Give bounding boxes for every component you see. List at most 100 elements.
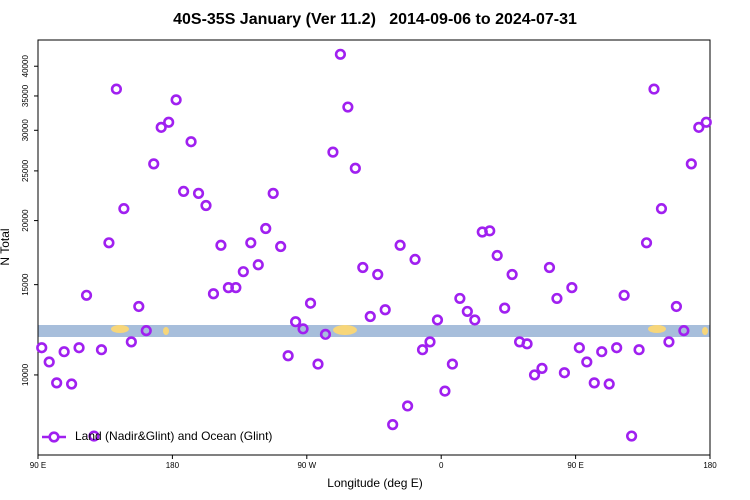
point xyxy=(200,199,212,212)
y-tick-label: 40000 xyxy=(21,55,30,78)
point xyxy=(521,338,533,350)
point xyxy=(73,342,85,354)
x-tick-label: 90 E xyxy=(567,461,583,470)
point xyxy=(685,158,697,170)
point xyxy=(267,187,279,199)
point xyxy=(170,94,182,106)
point xyxy=(260,222,272,235)
point xyxy=(342,101,354,113)
chart-title: 40S-35S January (Ver 11.2) 2014-09-06 to… xyxy=(173,11,577,28)
x-tick-label: 180 xyxy=(166,461,180,470)
point xyxy=(230,282,242,294)
point xyxy=(334,48,347,60)
point xyxy=(282,350,294,362)
point xyxy=(416,344,429,356)
point xyxy=(65,378,78,390)
point xyxy=(506,268,518,281)
point xyxy=(237,266,249,278)
y-tick-label: 35000 xyxy=(21,84,30,107)
point xyxy=(484,225,496,237)
point xyxy=(125,336,137,348)
point xyxy=(446,358,459,370)
point xyxy=(454,292,466,305)
point xyxy=(461,305,473,318)
point xyxy=(357,261,369,274)
point xyxy=(491,249,503,262)
point xyxy=(304,297,317,309)
point xyxy=(618,289,630,301)
point xyxy=(140,325,152,337)
point xyxy=(155,121,167,133)
point xyxy=(439,385,451,397)
point xyxy=(670,300,683,313)
point xyxy=(469,314,481,326)
point xyxy=(551,292,563,305)
point xyxy=(133,300,145,313)
y-tick-label: 10000 xyxy=(21,363,30,386)
point xyxy=(372,268,384,281)
point xyxy=(573,342,585,354)
x-tick-label: 90 W xyxy=(297,461,316,470)
point xyxy=(633,344,645,356)
point xyxy=(678,325,690,337)
point xyxy=(312,358,324,370)
ocean-band xyxy=(38,325,710,337)
point xyxy=(178,185,190,198)
point xyxy=(252,259,264,271)
point xyxy=(290,316,302,328)
point xyxy=(394,239,406,251)
point xyxy=(536,362,548,374)
point xyxy=(88,430,100,442)
legend-marker xyxy=(48,431,60,443)
point xyxy=(402,400,414,412)
point xyxy=(58,346,70,358)
point xyxy=(655,203,668,215)
point xyxy=(603,378,615,390)
y-tick-label: 25000 xyxy=(21,159,30,182)
point xyxy=(36,342,48,354)
point xyxy=(148,158,160,170)
point xyxy=(43,356,55,368)
legend-label: Land (Nadir&Glint) and Ocean (Glint) xyxy=(75,429,272,443)
point xyxy=(648,83,660,95)
point xyxy=(596,346,608,358)
point xyxy=(431,314,444,326)
point xyxy=(409,253,421,266)
point xyxy=(543,261,556,274)
point xyxy=(625,430,638,442)
point xyxy=(207,288,220,300)
point xyxy=(611,342,623,354)
y-axis-label: N Total xyxy=(0,228,12,265)
point xyxy=(297,323,309,335)
point xyxy=(192,187,205,199)
point xyxy=(640,237,653,249)
point xyxy=(581,356,593,368)
point xyxy=(319,328,332,340)
point xyxy=(245,237,257,249)
point xyxy=(528,369,541,381)
point xyxy=(663,336,675,348)
point xyxy=(185,136,197,148)
point xyxy=(215,239,227,251)
x-tick-label: 0 xyxy=(439,461,444,470)
point xyxy=(103,237,115,249)
plot-frame xyxy=(37,39,711,456)
point xyxy=(499,302,511,314)
land-blobs xyxy=(111,325,708,335)
x-axis-label: Longitude (deg E) xyxy=(327,476,422,490)
point xyxy=(364,310,376,323)
point xyxy=(327,146,339,158)
point xyxy=(95,344,108,356)
point xyxy=(118,203,130,215)
point xyxy=(379,304,391,316)
point xyxy=(588,377,600,389)
y-tick-label: 15000 xyxy=(21,273,30,296)
point xyxy=(558,367,571,379)
point xyxy=(700,116,712,128)
point xyxy=(566,282,578,294)
point xyxy=(163,116,175,128)
point xyxy=(275,240,287,253)
y-tick-label: 20000 xyxy=(21,209,30,232)
point xyxy=(349,162,361,174)
